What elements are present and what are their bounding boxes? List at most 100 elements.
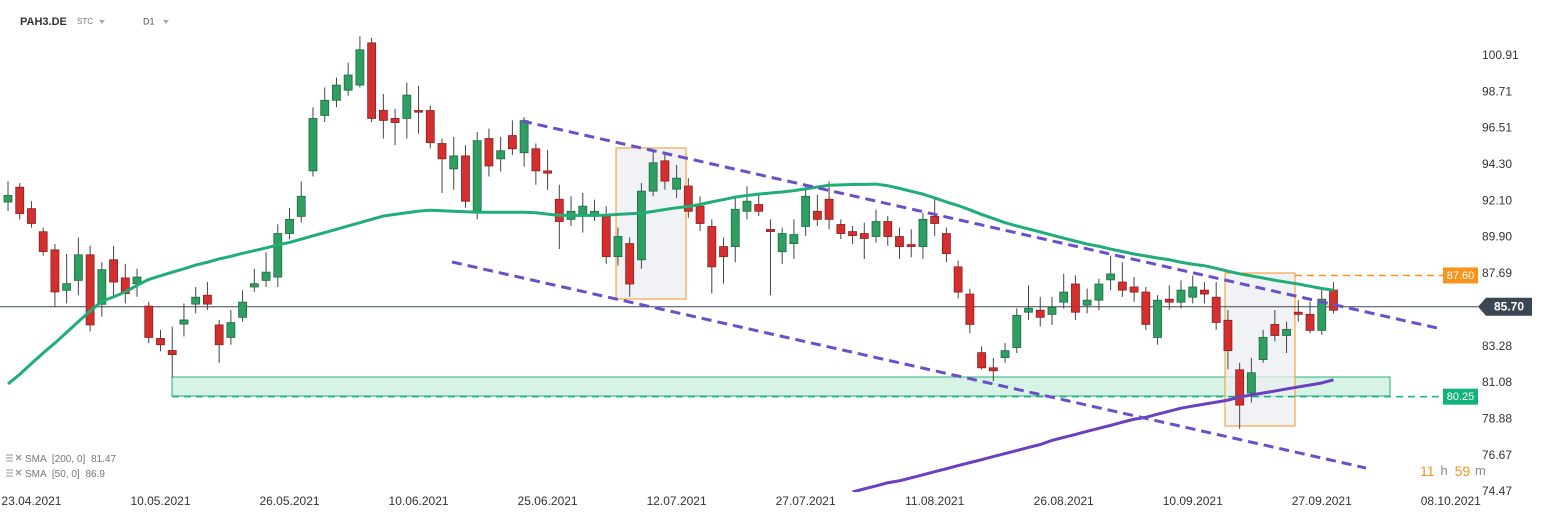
candle-body — [672, 177, 682, 190]
chart-mode-select[interactable]: STC — [77, 17, 93, 26]
candle-body — [1035, 309, 1045, 318]
candle-body — [942, 233, 951, 255]
channel-line — [451, 260, 1367, 470]
legend-name: SMA — [25, 469, 47, 480]
legend: SMA [200, 0] 81.47 SMA [50, 0] 86.9 — [6, 454, 117, 480]
candle-body — [918, 218, 928, 247]
candle-body — [179, 319, 189, 325]
candle-body — [554, 198, 564, 222]
candle-body — [1293, 311, 1303, 315]
candle-body — [812, 210, 822, 220]
candle-body — [930, 215, 940, 224]
candle-body — [1282, 328, 1291, 336]
candle-body — [226, 322, 236, 338]
countdown-unit: m — [1475, 463, 1486, 478]
annotations — [171, 147, 1391, 427]
candle-body — [507, 135, 517, 150]
countdown-unit: h — [1440, 463, 1447, 478]
level-label-box — [1443, 388, 1478, 405]
candle-body — [214, 324, 224, 346]
candle-body — [167, 350, 177, 356]
level-label: 87.60 — [1447, 270, 1475, 282]
y-tick-label: 83.28 — [1482, 339, 1512, 353]
candle-body — [308, 118, 318, 172]
candle-body — [1071, 283, 1080, 313]
legend-icon[interactable] — [6, 469, 13, 477]
candle-body — [320, 99, 330, 116]
legend-name: SMA — [25, 454, 47, 465]
x-tick-label: 27.07.2021 — [776, 494, 836, 508]
candle-body — [1188, 286, 1198, 298]
candle-body — [437, 143, 447, 160]
dropdown-arrow[interactable] — [99, 20, 105, 24]
legend-entry: SMA [50, 0] 86.9 — [25, 469, 105, 480]
candle-body — [801, 195, 811, 227]
candle-body — [1047, 306, 1057, 315]
legend-params: [200, 0] — [52, 454, 86, 465]
y-tick-label: 94.30 — [1482, 157, 1512, 171]
candle-body — [261, 271, 271, 281]
x-tick-label: 08.10.2021 — [1421, 494, 1481, 508]
level-label: 80.25 — [1447, 391, 1475, 403]
level-label-box — [1443, 267, 1478, 284]
candle-body — [777, 233, 787, 253]
candle-body — [1082, 299, 1092, 306]
candle-body — [848, 231, 857, 236]
candle-body — [1141, 291, 1151, 325]
x-tick-label: 26.05.2021 — [259, 494, 319, 508]
candle-body — [883, 221, 893, 237]
candle-body — [683, 185, 693, 212]
candle-body — [85, 254, 95, 326]
legend-value: 86.9 — [86, 469, 106, 480]
candle-body — [637, 190, 646, 261]
candle-body — [249, 283, 259, 288]
legend-remove[interactable] — [15, 469, 22, 476]
candle-body — [660, 160, 670, 182]
legend-icon[interactable] — [6, 454, 13, 462]
candle-body — [601, 215, 611, 258]
candle-body — [953, 266, 963, 293]
y-tick-label: 92.10 — [1482, 193, 1512, 207]
candle-body — [1270, 324, 1280, 336]
candle-body — [1094, 283, 1104, 301]
candle-body — [719, 246, 728, 258]
candle-body — [531, 148, 541, 172]
last-price-label: 85.70 — [1494, 299, 1524, 313]
candle-body — [484, 138, 494, 167]
x-tick-label: 12.07.2021 — [647, 494, 707, 508]
y-tick-label: 78.88 — [1482, 411, 1512, 425]
candle-body — [1012, 314, 1022, 348]
candle-body — [836, 224, 846, 234]
candles-layer — [3, 36, 1338, 429]
legend-remove[interactable] — [15, 454, 22, 461]
candle-body — [1106, 273, 1116, 281]
candle-body — [97, 269, 107, 305]
candle-body — [50, 249, 60, 293]
x-tick-label: 11.08.2021 — [905, 494, 964, 508]
candle-body — [1164, 298, 1174, 303]
candle-body — [203, 294, 212, 305]
y-tick-label: 74.47 — [1482, 484, 1512, 498]
y-tick-label: 96.51 — [1482, 121, 1512, 135]
candle-body — [332, 84, 341, 101]
candle-body — [1305, 313, 1315, 331]
candle-body — [1317, 298, 1327, 331]
countdown: 11 h 59 m — [1420, 463, 1486, 479]
candle-body — [1117, 281, 1127, 291]
candle-body — [648, 162, 658, 192]
sma-line — [7, 182, 1334, 386]
candle-body — [15, 186, 25, 214]
candle-body — [789, 234, 799, 245]
candle-body — [1024, 307, 1033, 313]
dropdown-arrow[interactable] — [163, 20, 169, 24]
candle-body — [38, 231, 48, 252]
candle-body — [144, 305, 154, 338]
candle-body — [1246, 372, 1256, 394]
timeframe-select[interactable]: D1 — [143, 16, 155, 26]
candle-body — [977, 352, 986, 369]
candle-body — [859, 233, 869, 239]
y-tick-label: 98.71 — [1482, 84, 1512, 98]
candle-body — [625, 243, 635, 285]
candle-body — [238, 301, 248, 318]
candle-body — [871, 221, 881, 237]
